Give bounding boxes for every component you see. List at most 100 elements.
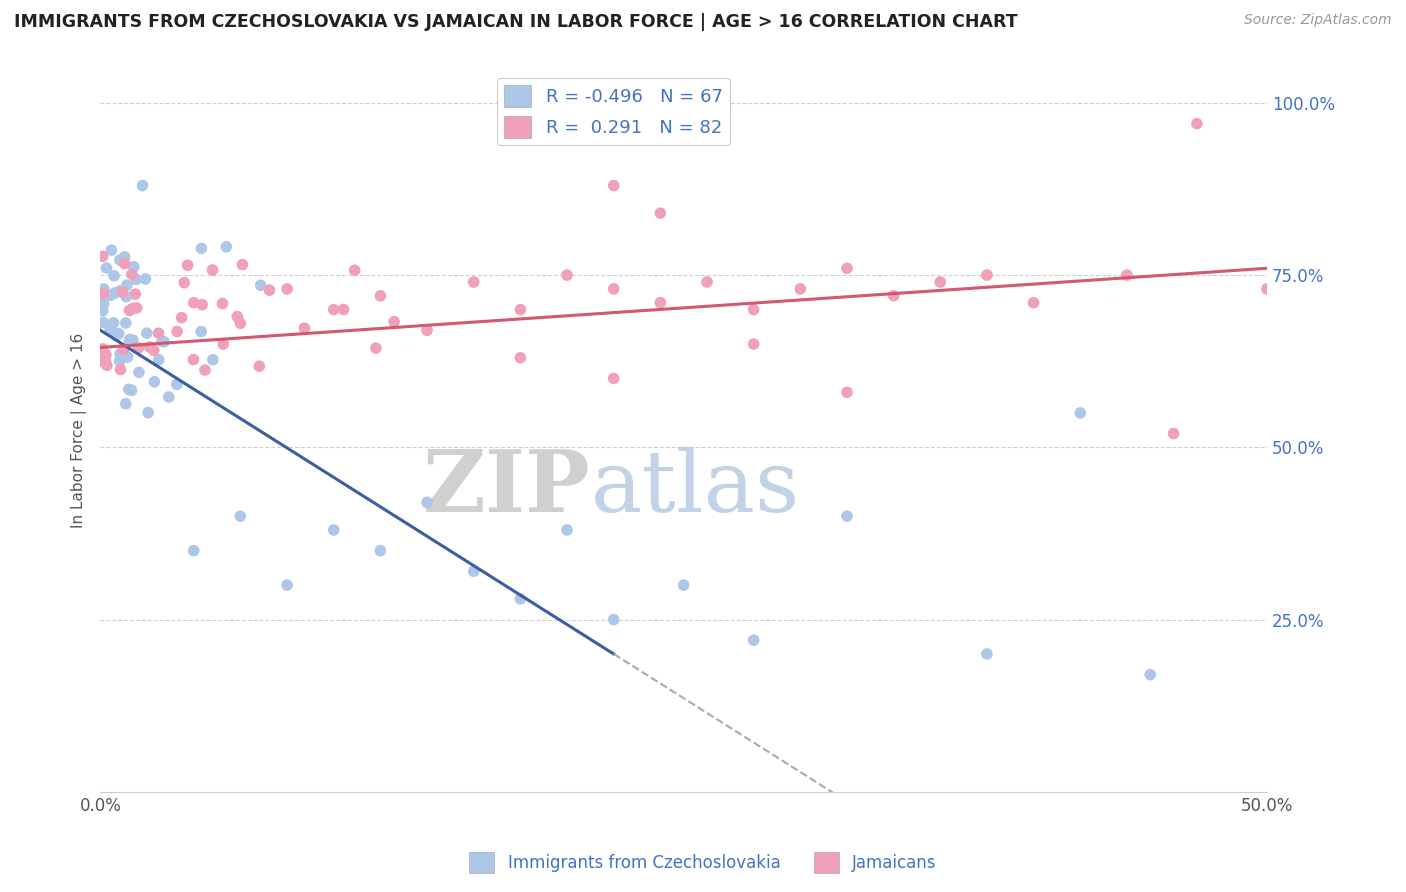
Point (602, 282, 624, 296)
Point (139, 340, 162, 354)
Point (190, 325, 212, 339)
Point (382, 315, 405, 329)
Point (332, 302, 354, 317)
Point (183, 352, 205, 367)
Point (135, 326, 157, 341)
Point (370, 289, 392, 303)
Point (602, 178, 624, 193)
Point (249, 278, 271, 293)
Point (509, 591, 531, 606)
Point (128, 365, 150, 379)
Point (91, 353, 114, 368)
Point (94, 354, 117, 368)
Text: IMMIGRANTS FROM CZECHOSLOVAKIA VS JAMAICAN IN LABOR FORCE | AGE > 16 CORRELATION: IMMIGRANTS FROM CZECHOSLOVAKIA VS JAMAIC… (14, 13, 1018, 31)
Point (364, 341, 387, 355)
Point (114, 250, 136, 264)
Point (370, 543, 392, 558)
Point (650, 295, 672, 310)
Point (976, 268, 998, 282)
Point (91, 354, 114, 368)
Point (96, 260, 118, 275)
Point (91, 249, 114, 263)
Point (118, 382, 141, 396)
Point (96, 358, 118, 372)
Point (98, 322, 121, 336)
Point (124, 287, 146, 301)
Point (201, 263, 224, 277)
Point (509, 351, 531, 365)
Point (170, 310, 193, 325)
Point (231, 258, 253, 272)
Point (463, 275, 485, 289)
Point (142, 343, 165, 358)
Point (91, 342, 114, 356)
Point (122, 260, 145, 274)
Point (1163, 426, 1185, 441)
Point (215, 240, 238, 254)
Point (294, 321, 316, 335)
Text: atlas: atlas (591, 446, 800, 530)
Point (118, 334, 141, 349)
Point (110, 362, 132, 376)
Point (416, 495, 439, 509)
Point (103, 316, 125, 330)
Point (94, 348, 117, 362)
Point (883, 289, 905, 303)
Point (789, 282, 811, 296)
Point (229, 509, 252, 524)
Point (229, 317, 252, 331)
Point (148, 352, 170, 367)
Point (93, 282, 115, 296)
Point (105, 328, 128, 343)
Text: ZIP: ZIP (423, 446, 591, 530)
Point (183, 295, 205, 310)
Point (322, 523, 344, 537)
Point (416, 323, 439, 337)
Point (125, 272, 148, 286)
Point (602, 613, 624, 627)
Point (259, 283, 281, 297)
Point (322, 302, 344, 317)
Point (153, 334, 176, 349)
Point (93, 296, 115, 310)
Point (183, 543, 205, 558)
Point (157, 390, 180, 404)
Point (166, 325, 188, 339)
Point (1256, 282, 1278, 296)
Point (166, 377, 188, 392)
Point (602, 371, 624, 385)
Point (1185, 117, 1208, 131)
Point (100, 243, 122, 257)
Point (118, 333, 141, 347)
Point (118, 303, 141, 318)
Point (211, 296, 233, 310)
Point (111, 285, 134, 300)
Point (115, 290, 138, 304)
Point (929, 275, 952, 289)
Point (463, 564, 485, 578)
Point (117, 350, 139, 364)
Point (91, 303, 114, 318)
Point (191, 298, 214, 312)
Point (1022, 295, 1045, 310)
Point (835, 509, 858, 524)
Point (672, 578, 695, 592)
Point (108, 347, 131, 361)
Point (103, 268, 125, 283)
Point (134, 272, 156, 286)
Text: Source: ZipAtlas.com: Source: ZipAtlas.com (1244, 13, 1392, 28)
Point (696, 275, 718, 289)
Point (176, 258, 198, 272)
Point (125, 301, 148, 315)
Point (276, 282, 298, 296)
Point (104, 286, 127, 301)
Point (194, 363, 217, 377)
Point (742, 633, 765, 648)
Point (114, 397, 136, 411)
Point (742, 337, 765, 351)
Point (136, 406, 159, 420)
Point (742, 302, 765, 317)
Point (121, 384, 143, 398)
Point (128, 341, 150, 355)
Point (247, 359, 270, 374)
